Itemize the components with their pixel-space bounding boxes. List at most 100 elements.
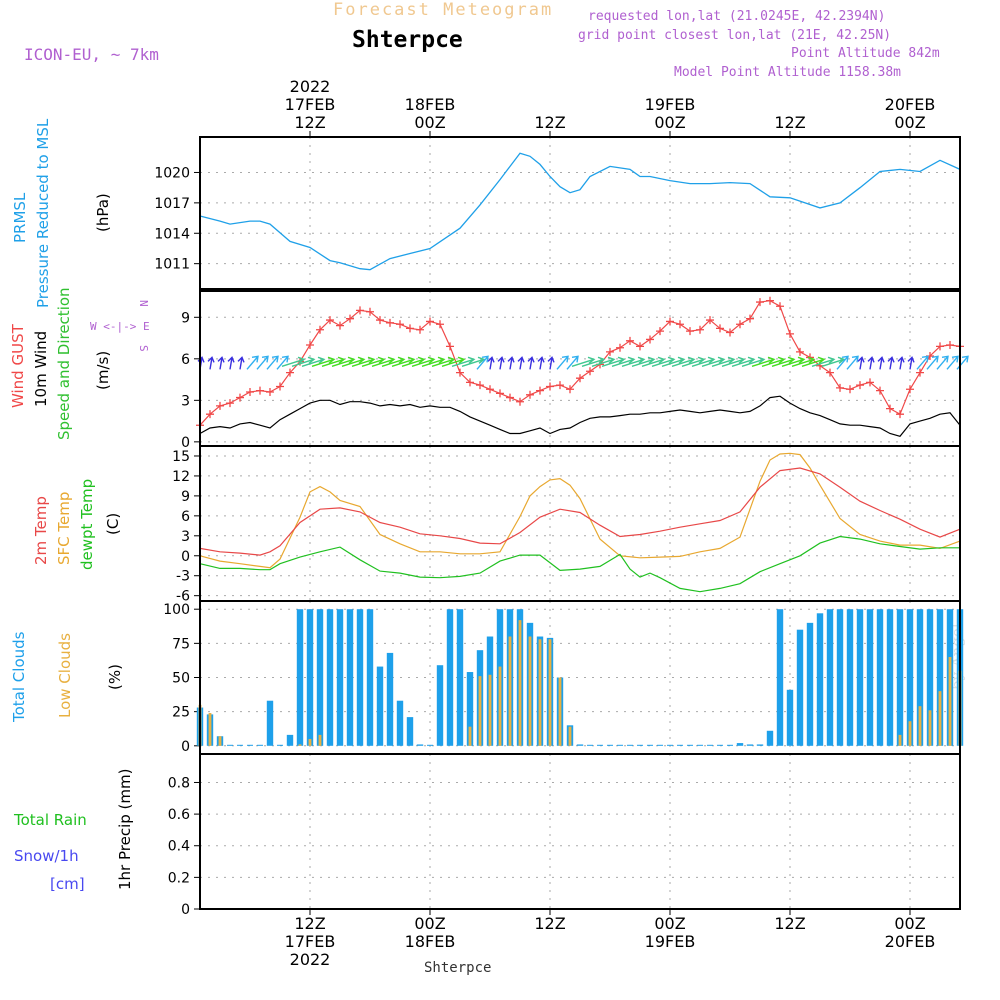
- y-tick-label: 15: [172, 449, 190, 465]
- wind-direction-arrow: [321, 356, 346, 368]
- wind-direction-arrow: [781, 356, 806, 368]
- total-cloud-bar: [466, 672, 474, 746]
- wind-gust-marker: [636, 342, 644, 351]
- wind-direction-arrow: [266, 355, 279, 370]
- wind-gust-marker: [796, 347, 804, 356]
- low-cloud-bar: [308, 738, 312, 746]
- wind-direction-arrow: [681, 356, 706, 368]
- wind-gust-marker: [866, 378, 874, 387]
- wind-direction-arrow: [537, 356, 545, 370]
- wind-gust-marker: [846, 385, 854, 394]
- total-cloud-bar: [836, 609, 844, 746]
- wind-gust-marker: [376, 316, 384, 325]
- total-cloud-bar: [727, 744, 733, 746]
- wind-gust-marker: [476, 381, 484, 390]
- wind-direction-arrow: [771, 356, 796, 368]
- wind-gust-marker: [226, 399, 234, 408]
- wind-direction-arrow: [661, 356, 686, 368]
- wind-gust-marker: [766, 296, 774, 305]
- wind-gust-marker: [896, 410, 904, 419]
- total-cloud-bar: [346, 609, 354, 746]
- wind-direction-arrow: [291, 356, 316, 368]
- total-cloud-bar: [286, 734, 294, 746]
- wind-direction-arrow: [476, 355, 489, 370]
- model-label: ICON-EU, ~ 7km: [24, 45, 159, 64]
- total-cloud-bar: [597, 744, 603, 746]
- wind-direction-arrow: [936, 355, 949, 370]
- y-tick-label: 0.4: [168, 839, 190, 855]
- total-cloud-bar: [396, 700, 404, 746]
- low-cloud-bar: [938, 691, 942, 746]
- wind-gust-marker: [416, 325, 424, 334]
- wind-direction-arrow: [761, 356, 786, 368]
- wind-direction-arrow: [351, 356, 376, 368]
- temp-2m-line: [199, 467, 961, 556]
- wind-direction-arrow: [801, 356, 826, 368]
- wind-direction-arrow: [571, 356, 596, 368]
- total-cloud-bar: [846, 609, 854, 746]
- wind-gust-marker: [726, 328, 734, 337]
- wind-direction-arrow: [461, 356, 486, 368]
- compass-s: S: [137, 345, 150, 352]
- wind-direction-arrow: [311, 356, 336, 368]
- total-cloud-bar: [356, 609, 364, 746]
- sfc-temp-line: [199, 452, 961, 569]
- wind-direction-arrow: [701, 356, 726, 368]
- wind-direction-arrow: [651, 356, 676, 368]
- total-cloud-bar: [746, 744, 754, 746]
- wind-gust-marker: [716, 324, 724, 333]
- total-cloud-bar: [916, 609, 924, 746]
- y-tick-label: 3: [181, 529, 190, 545]
- total-cloud-bar: [856, 609, 864, 746]
- wind-direction-arrow: [671, 356, 696, 368]
- wind-gust-marker: [606, 347, 614, 356]
- wind-direction-arrow: [566, 355, 579, 370]
- wind-direction-arrow: [811, 356, 836, 368]
- temp-2m-label: 2m Temp: [32, 496, 50, 565]
- low-cloud-bar: [908, 721, 912, 746]
- wind-direction-arrow: [487, 356, 495, 370]
- wind-direction-arrow: [791, 356, 816, 368]
- x-tick-label-bottom: 00Z: [414, 914, 445, 933]
- point-altitude: Point Altitude 842m: [791, 46, 940, 61]
- x-tick-label-bottom: 2022: [290, 950, 331, 969]
- wind-direction-arrow: [217, 356, 225, 370]
- wind-gust-marker: [706, 316, 714, 325]
- wind-direction-arrow: [751, 356, 776, 368]
- wind-direction-arrow: [641, 356, 666, 368]
- wind-direction-arrow: [517, 356, 525, 370]
- total-cloud-bar: [227, 744, 233, 746]
- wind-direction-arrow: [601, 356, 626, 368]
- wind-direction-arrow: [497, 356, 505, 370]
- wind-gust-marker: [666, 317, 674, 326]
- y-tick-label: -6: [176, 589, 190, 605]
- y-tick-label: 50: [172, 671, 190, 687]
- wind-direction-arrow: [301, 356, 326, 368]
- total-cloud-bar: [576, 744, 584, 746]
- wind-gust-marker: [886, 404, 894, 413]
- wind-gust-marker: [516, 397, 524, 406]
- wind-direction-arrow: [547, 356, 555, 370]
- y-tick-label: 0: [181, 549, 190, 565]
- wind-direction-arrow: [857, 356, 865, 370]
- total-cloud-bar: [786, 689, 794, 746]
- low-cloud-bar: [528, 636, 532, 746]
- wind-direction-arrow: [867, 356, 875, 370]
- total-cloud-bar: [427, 744, 433, 746]
- total-cloud-bar: [326, 609, 334, 746]
- x-tick-label-bottom: 12Z: [294, 914, 325, 933]
- wind-direction-arrow: [331, 356, 356, 368]
- y-tick-label: 0: [181, 902, 190, 918]
- wind-direction-arrow: [836, 355, 849, 370]
- total-cloud-bar: [866, 609, 874, 746]
- wind-gust-marker: [696, 325, 704, 334]
- total-clouds-label: Total Clouds: [10, 631, 28, 723]
- wind-direction-arrow: [207, 356, 215, 370]
- dewpt-temp-label: dewpt Temp: [78, 479, 96, 570]
- low-cloud-bar: [928, 710, 932, 746]
- total-cloud-bar: [876, 609, 884, 746]
- total-cloud-bar: [717, 744, 723, 746]
- wind-gust-marker: [206, 410, 214, 419]
- y-tick-label: 0.8: [168, 775, 190, 791]
- total-cloud-bar: [266, 700, 274, 746]
